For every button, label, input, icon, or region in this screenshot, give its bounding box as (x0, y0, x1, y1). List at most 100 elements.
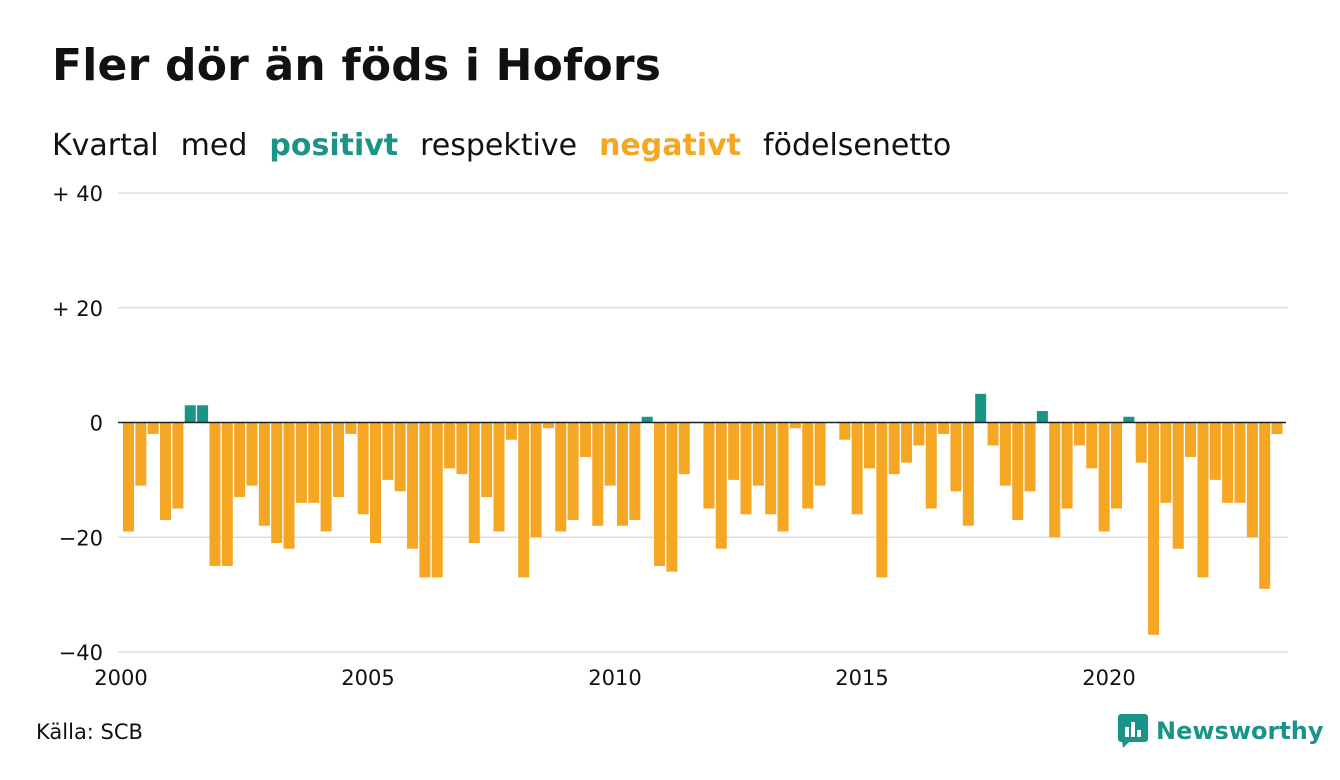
bar (950, 422, 962, 492)
bar (1259, 422, 1271, 589)
bar (1271, 422, 1283, 434)
bar (542, 422, 554, 429)
bar (332, 422, 344, 498)
bar (1049, 422, 1061, 538)
bar (678, 422, 690, 475)
bar (715, 422, 727, 549)
bar (864, 422, 875, 469)
bar (246, 422, 258, 486)
bar (431, 422, 443, 578)
bar (135, 422, 147, 486)
bar (1024, 422, 1036, 492)
newsworthy-logo-icon (1118, 714, 1148, 748)
bar (666, 422, 678, 572)
bar (518, 422, 530, 578)
bar (1172, 422, 1184, 549)
bar (579, 422, 591, 457)
bar (481, 422, 493, 498)
bar (1123, 416, 1135, 423)
source-note: Källa: SCB (36, 720, 143, 744)
bar (271, 422, 283, 543)
bar (975, 393, 987, 423)
x-tick-label: 2010 (588, 666, 641, 690)
chart-subtitle: Kvartal med positivt respektive negativt föde… (52, 128, 973, 163)
bar (802, 422, 814, 509)
y-tick-label: −40 (59, 641, 103, 665)
bar (1111, 422, 1122, 509)
subtitle-word: Kvartal (52, 128, 159, 163)
bar-chart: + 40 + 20 0 −20 −40 2000 2005 2010 2015 2020 (52, 182, 1288, 690)
subtitle-word: respektive (420, 128, 578, 163)
bar (456, 422, 468, 475)
bar (925, 422, 937, 509)
bar (505, 422, 517, 440)
bar (1061, 422, 1073, 509)
bar (999, 422, 1011, 486)
bar (1222, 422, 1234, 503)
bar (641, 416, 653, 423)
bar (814, 422, 826, 486)
bar (839, 422, 851, 440)
bar (197, 405, 209, 423)
bar (370, 422, 381, 543)
bar (357, 422, 369, 515)
legend-positive-label: positivt (269, 128, 399, 163)
bar (345, 422, 357, 434)
subtitle-word: med (180, 128, 248, 163)
bar (1160, 422, 1172, 503)
bar (123, 422, 134, 532)
bar (1036, 411, 1048, 423)
chart-title: Fler dör än föds i Hofors (52, 40, 662, 91)
bar (555, 422, 567, 532)
bar (617, 422, 628, 526)
bar (777, 422, 789, 532)
bar (468, 422, 480, 543)
bar (913, 422, 925, 446)
x-tick-label: 2020 (1082, 666, 1135, 690)
bar (654, 422, 666, 566)
bar (740, 422, 752, 515)
bar (1209, 422, 1221, 480)
bar (419, 422, 431, 578)
bar (394, 422, 406, 492)
bar (1246, 422, 1258, 538)
bar (295, 422, 307, 503)
bar (308, 422, 320, 503)
bar (703, 422, 715, 509)
bar (1185, 422, 1197, 457)
bar (765, 422, 777, 515)
x-axis-ticks: 2000 2005 2010 2015 2020 (94, 666, 1135, 690)
y-tick-label: 0 (90, 412, 103, 436)
bar (320, 422, 332, 532)
newsworthy-logo-text: Newsworthy (1156, 717, 1324, 745)
bar (1135, 422, 1147, 463)
x-tick-label: 2005 (341, 666, 394, 690)
bar (283, 422, 295, 549)
x-tick-label: 2000 (94, 666, 147, 690)
bar (258, 422, 270, 526)
bar (493, 422, 505, 532)
bar (147, 422, 159, 434)
newsworthy-logo: Newsworthy (1118, 714, 1324, 748)
bar (901, 422, 913, 463)
bar (789, 422, 801, 429)
bars (123, 393, 1283, 635)
bar (752, 422, 764, 486)
y-tick-label: + 40 (52, 182, 103, 206)
bar (444, 422, 456, 469)
bar (851, 422, 863, 515)
bar (1073, 422, 1085, 446)
bar (728, 422, 740, 480)
bar (938, 422, 950, 434)
x-tick-label: 2015 (835, 666, 888, 690)
bar (172, 422, 184, 509)
bar (629, 422, 641, 521)
bar (962, 422, 974, 526)
bar (1098, 422, 1110, 532)
y-tick-label: + 20 (52, 297, 103, 321)
bar (160, 422, 172, 521)
bar (1148, 422, 1160, 635)
bar (604, 422, 616, 486)
bar (221, 422, 233, 566)
bar (592, 422, 604, 526)
